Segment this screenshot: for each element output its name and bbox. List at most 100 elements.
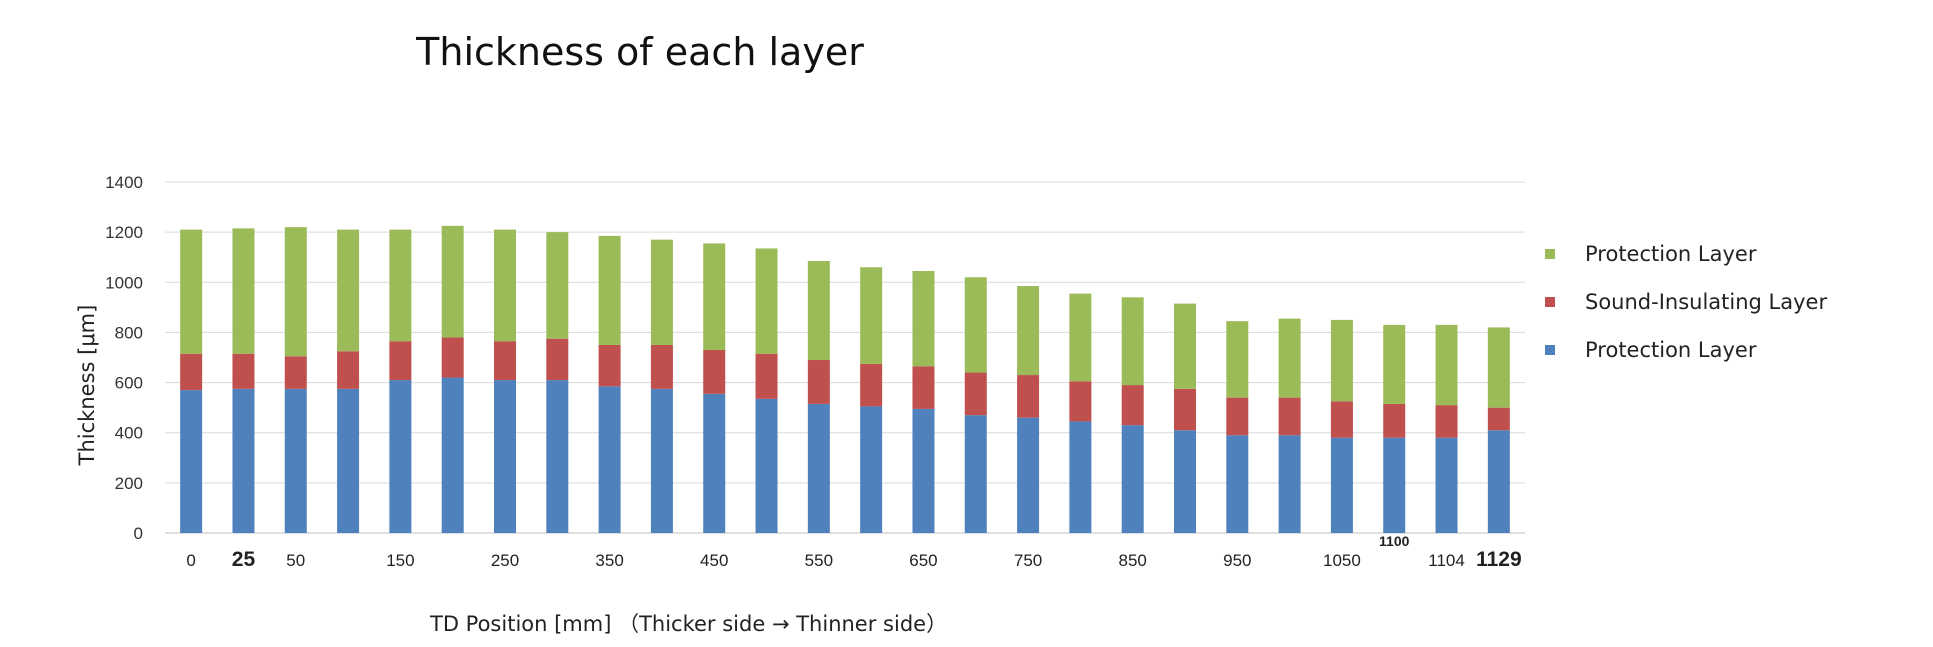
gridlines [165, 181, 1525, 534]
y-tick-label: 400 [115, 424, 143, 443]
chart-title: Thickness of each layer [416, 30, 864, 74]
bar-segment-0 [337, 388, 360, 533]
x-tick-label: 750 [1014, 551, 1042, 570]
bar-segment-1 [1174, 388, 1196, 431]
bar-segment-2 [1069, 293, 1092, 382]
bar-segment-0 [755, 398, 778, 533]
bar-segment-2 [1017, 286, 1040, 376]
bar-segment-2 [1121, 297, 1144, 386]
bar-segment-0 [650, 388, 673, 533]
x-tick-label: 0 [186, 551, 195, 570]
bar-segment-1 [964, 372, 987, 416]
legend-label: Sound-Insulating Layer [1585, 290, 1828, 314]
y-tick-label: 600 [115, 374, 143, 393]
bar-segment-2 [1278, 318, 1301, 398]
bar-segment-1 [546, 338, 569, 381]
bar-segment-0 [232, 388, 255, 533]
y-tick-label: 0 [134, 524, 143, 543]
bar-segment-1 [912, 366, 935, 409]
bar-segment-1 [232, 353, 255, 389]
bar-segment-1 [1069, 381, 1092, 422]
bar-segment-0 [598, 386, 621, 533]
x-tick-label: 150 [386, 551, 414, 570]
bar-segment-0 [1487, 430, 1510, 533]
bar-segment-1 [703, 349, 726, 394]
x-tick-label: 650 [909, 551, 937, 570]
x-tick-label: 950 [1223, 551, 1251, 570]
bar-segment-0 [1330, 437, 1353, 533]
bar-segment-0 [860, 406, 883, 533]
x-tick-label: 850 [1119, 551, 1147, 570]
bar-segment-2 [598, 235, 621, 345]
y-tick-label: 1400 [105, 173, 143, 192]
x-axis-title: TD Position [mm] （Thicker side → Thinner… [430, 612, 948, 636]
bar-segment-2 [1174, 303, 1196, 389]
bar-segment-2 [860, 267, 883, 364]
bar-segment-1 [441, 337, 464, 378]
bar-segment-0 [1278, 435, 1301, 533]
bar-segment-1 [1226, 397, 1249, 436]
bar-segment-0 [912, 408, 935, 533]
bar-segment-2 [1226, 321, 1249, 398]
x-tick-label: 450 [700, 551, 728, 570]
legend-swatch [1545, 345, 1555, 355]
legend-label: Protection Layer [1585, 338, 1757, 362]
bar-segment-0 [389, 380, 412, 533]
x-tick-label: 1050 [1323, 551, 1361, 570]
bar-segment-2 [650, 239, 673, 345]
y-tick-label: 1000 [105, 273, 143, 292]
bar-segment-1 [650, 344, 673, 389]
x-tick-label: 1100 [1379, 533, 1410, 549]
bar-segment-2 [284, 227, 307, 357]
legend-swatch [1545, 249, 1555, 259]
x-tick-label: 550 [805, 551, 833, 570]
bar-segment-1 [1278, 397, 1301, 436]
y-tick-labels: 0 200 400 600 800 1000 1200 1400 [105, 173, 143, 543]
legend: Protection Layer Sound-Insulating Layer … [1545, 230, 1827, 374]
bar-segment-0 [1174, 430, 1196, 533]
y-axis-title: Thickness [μm] [75, 304, 99, 466]
bar-segment-0 [807, 403, 830, 533]
x-tick-label: 250 [491, 551, 519, 570]
bar-segment-1 [1330, 401, 1353, 438]
bar-segment-0 [1226, 435, 1249, 533]
bar-segment-0 [494, 380, 516, 533]
bar-segment-2 [1383, 324, 1406, 404]
x-tick-label: 1129 [1476, 548, 1522, 571]
x-tick-labels: 0 25 50 150 250 350 450 550 650 750 850 950 1050 1100… [186, 533, 1521, 571]
bar-segment-2 [337, 229, 360, 352]
legend-item-protection-bottom: Protection Layer [1545, 326, 1827, 374]
legend-item-sound-insulating: Sound-Insulating Layer [1545, 278, 1827, 326]
bar-segment-1 [598, 344, 621, 387]
bar-segment-1 [1383, 403, 1406, 438]
bar-segment-2 [1330, 319, 1353, 402]
bar-segment-1 [1017, 375, 1040, 418]
y-tick-label: 1200 [105, 223, 143, 242]
y-tick-label: 800 [115, 323, 143, 342]
bar-segment-1 [1487, 407, 1510, 431]
bar-segment-0 [964, 415, 987, 533]
bar-segment-2 [546, 232, 569, 339]
bar-segment-1 [1121, 385, 1144, 426]
bar-segment-0 [180, 390, 203, 533]
y-tick-label: 200 [115, 474, 143, 493]
legend-label: Protection Layer [1585, 242, 1757, 266]
bar-segment-0 [703, 393, 726, 533]
bar-segment-2 [494, 229, 516, 342]
bar-segment-1 [494, 341, 516, 381]
bar-segment-0 [1121, 425, 1144, 533]
x-tick-label: 1104 [1428, 551, 1465, 570]
bar-segment-0 [1435, 437, 1458, 533]
x-tick-label: 50 [286, 551, 305, 570]
bar-segment-2 [180, 229, 203, 354]
bar-segment-2 [755, 248, 778, 354]
bar-segment-2 [703, 243, 726, 350]
bar-segment-2 [912, 271, 935, 367]
bar-segment-2 [389, 229, 412, 342]
bar-segment-2 [441, 225, 464, 338]
legend-item-protection-top: Protection Layer [1545, 230, 1827, 278]
bar-segment-1 [860, 363, 883, 407]
bar-segment-2 [807, 260, 830, 361]
bar-segment-2 [1435, 324, 1458, 406]
